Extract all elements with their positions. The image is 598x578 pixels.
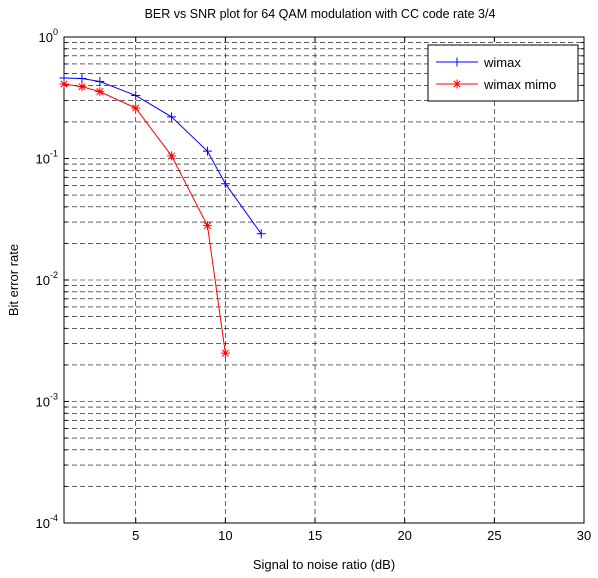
- data-point: [131, 103, 141, 113]
- y-axis-label: Bit error rate: [6, 244, 21, 316]
- data-point: [131, 91, 141, 101]
- grid: [64, 37, 584, 523]
- series-line-2: [63, 83, 226, 354]
- data-point: [167, 112, 177, 122]
- legend-label: wimax: [483, 55, 521, 70]
- legend-box: [427, 44, 579, 102]
- legend: wimax wimax mimo: [427, 44, 579, 102]
- axis-ticks: 5 10 15 20 25 30 100 10-1 10-2 10-3 10-4: [36, 27, 592, 543]
- data-point: [256, 229, 266, 239]
- data-point: [95, 87, 105, 97]
- x-tick-label: 10: [218, 528, 232, 543]
- y-tick-label: 10-4: [36, 513, 58, 531]
- legend-swatch-marker: [452, 79, 462, 89]
- data-point: [220, 348, 230, 358]
- legend-swatch-marker: [452, 57, 462, 67]
- y-tick-label: 10-1: [36, 149, 58, 167]
- data-point: [77, 82, 87, 92]
- chart-title: BER vs SNR plot for 64 QAM modulation wi…: [145, 7, 496, 21]
- data-point: [95, 77, 105, 87]
- data-point: [59, 79, 69, 89]
- series-group: [59, 73, 266, 358]
- y-tick-label: 10-2: [36, 270, 58, 288]
- legend-label: wimax mimo: [483, 77, 556, 92]
- data-point: [220, 179, 230, 189]
- data-point: [167, 151, 177, 161]
- x-tick-label: 5: [132, 528, 139, 543]
- x-tick-label: 30: [577, 528, 591, 543]
- data-point: [202, 146, 212, 156]
- data-point: [202, 221, 212, 231]
- data-point: [77, 74, 87, 84]
- y-tick-label: 10-3: [36, 392, 58, 410]
- x-axis-label: Signal to noise ratio (dB): [253, 557, 395, 572]
- x-tick-label: 20: [397, 528, 411, 543]
- series-line-1: [63, 77, 262, 235]
- x-tick-label: 15: [308, 528, 322, 543]
- x-tick-label: 25: [487, 528, 501, 543]
- y-tick-label: 100: [39, 27, 58, 45]
